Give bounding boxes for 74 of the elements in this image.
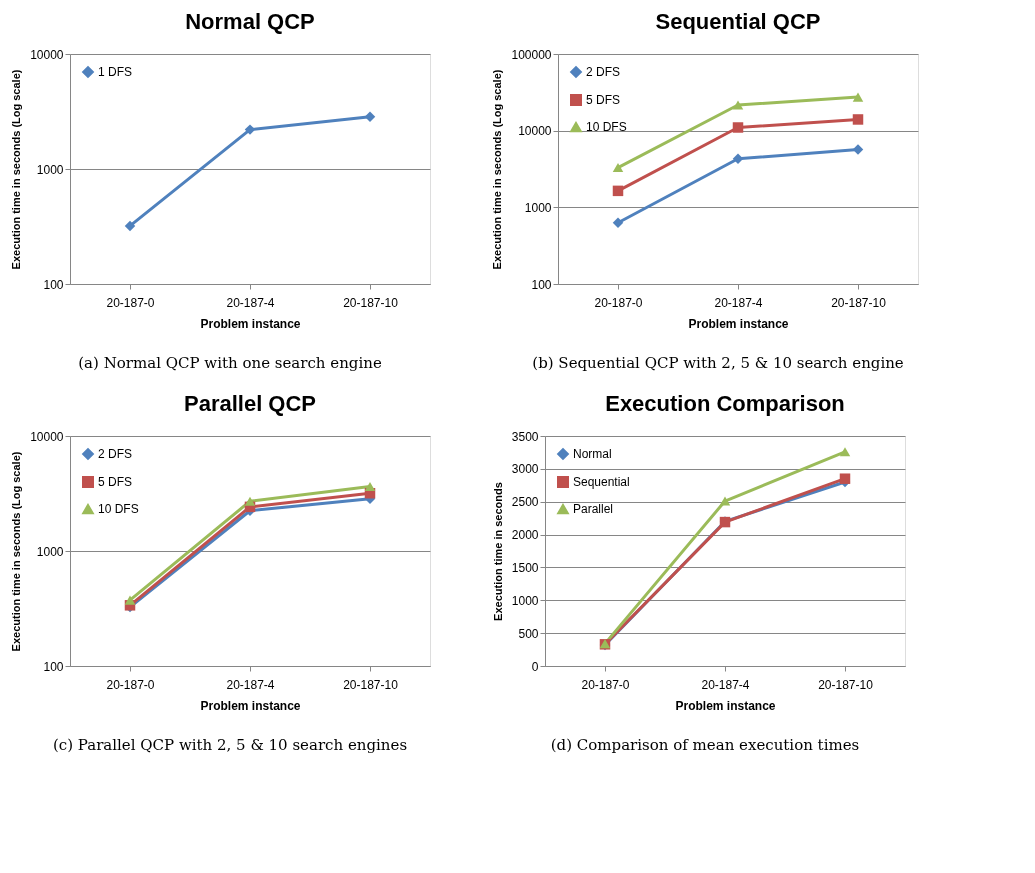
point [612,217,624,228]
y-axis-title: Execution time in seconds (Log scale) [10,451,23,652]
y-tick-label: 10000 [30,429,64,444]
y-tick-label: 2000 [511,528,539,543]
y-axis-title: Execution time in seconds [491,482,504,621]
y-tick-label: 1000 [511,593,539,608]
point [612,185,624,197]
y-tick-label: 100000 [511,47,552,62]
chart-title: Normal QCP [185,9,315,34]
text: (d) Comparison of mean execution times [550,736,860,754]
point [244,496,256,506]
legend-label: 5 DFS [98,475,133,489]
legend-label: Sequential [573,475,630,489]
x-tick-label: 20-187-4 [226,295,275,310]
y-tick-label: 10000 [30,47,64,62]
point [852,92,864,102]
x-axis-title: Problem instance [675,698,776,713]
point [732,122,744,133]
legend-label: 5 DFS [586,93,621,107]
legend-label: 10 DFS [98,502,139,516]
y-tick-label: 1000 [524,200,552,215]
point [244,124,256,135]
x-tick-label: 20-187-10 [818,677,874,692]
point [839,473,851,484]
text: (c) Parallel QCP with 2, 5 & 10 search engines [52,736,408,754]
legend-label: 2 DFS [586,65,621,79]
legend-label: Parallel [573,502,614,516]
x-tick-label: 20-187-0 [594,295,643,310]
y-tick-label: 10000 [518,124,552,139]
x-axis-title: Problem instance [200,316,301,331]
x-tick-label: 20-187-10 [343,677,399,692]
y-axis-title: Execution time in seconds (Log scale) [491,69,504,270]
point [364,111,376,122]
point [124,220,136,232]
legend-label: 10 DFS [586,120,627,134]
legend-label: 2 DFS [98,447,133,461]
x-tick-label: 20-187-0 [106,677,155,692]
y-tick-label: 1000 [36,162,64,177]
text: (a) Normal QCP with one search engine [78,354,382,372]
point [852,114,864,125]
x-axis-title: Problem instance [200,698,301,713]
x-tick-label: 20-187-10 [831,295,887,310]
point [732,153,744,165]
x-tick-label: 20-187-0 [106,295,155,310]
x-axis-title: Problem instance [688,316,789,331]
x-tick-label: 20-187-4 [226,677,275,692]
chart-title: Parallel QCP [183,391,317,416]
y-tick-label: 100 [43,277,64,292]
legend-label: 1 DFS [98,65,133,79]
y-axis-title: Execution time in seconds (Log scale) [10,69,23,270]
point [852,144,864,155]
y-tick-label: 100 [531,277,552,292]
x-tick-label: 20-187-4 [714,295,763,310]
x-tick-label: 20-187-4 [701,677,750,692]
y-tick-label: 500 [518,626,539,641]
y-tick-label: 1000 [36,544,64,559]
y-tick-label: 2500 [511,495,539,510]
x-tick-label: 20-187-10 [343,295,399,310]
y-tick-label: 0 [531,659,539,674]
legend-label: Normal [573,447,612,461]
point [612,163,624,173]
x-tick-label: 20-187-0 [581,677,630,692]
point [124,595,136,605]
chart-title: Execution Comparison [605,391,845,416]
y-tick-label: 3000 [511,462,539,477]
y-tick-label: 100 [43,659,64,674]
text: (b) Sequential QCP with 2, 5 & 10 search engine [532,354,904,372]
chart-title: Sequential QCP [655,9,821,34]
point [839,447,851,457]
point [364,481,376,492]
y-tick-label: 3500 [511,429,539,444]
y-tick-label: 1500 [511,560,539,575]
point [732,100,744,110]
point [719,496,731,506]
